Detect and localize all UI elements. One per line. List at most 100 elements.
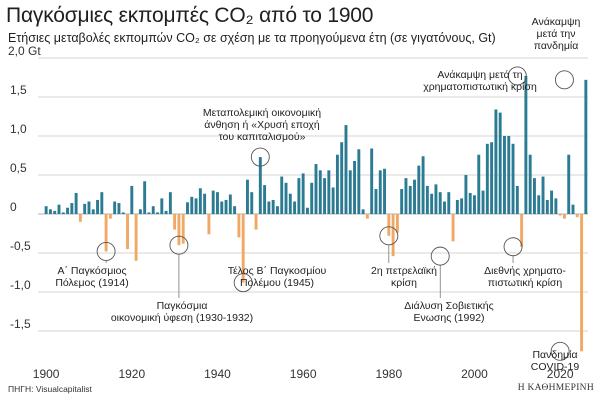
bar-2024 bbox=[575, 214, 579, 218]
bar-2023 bbox=[571, 204, 575, 214]
bar-1911 bbox=[91, 209, 95, 214]
bar-1919 bbox=[126, 214, 129, 250]
bar-2001 bbox=[477, 154, 481, 214]
bar-1952 bbox=[267, 201, 271, 214]
annotation-text: Τέλος Β΄ Παγκοσμίου bbox=[228, 265, 327, 277]
bar-2003 bbox=[485, 143, 489, 214]
bar-1910 bbox=[87, 201, 91, 214]
highlight-circle bbox=[507, 66, 527, 86]
bar-1909 bbox=[83, 203, 87, 214]
source-note: ΠΗΓΗ: Visualcapitalist bbox=[8, 384, 92, 394]
bar-series bbox=[44, 75, 588, 352]
bar-1901 bbox=[48, 209, 52, 214]
y-tick-label: 2,0 Gt bbox=[8, 44, 41, 58]
bar-2019 bbox=[554, 198, 558, 214]
x-tick-label: 1940 bbox=[204, 367, 231, 381]
annotation-text: κρίση bbox=[391, 277, 417, 289]
bar-1967 bbox=[331, 187, 335, 214]
bar-2015 bbox=[537, 195, 541, 214]
bar-1908 bbox=[78, 214, 82, 222]
annotation-text: Πόλεμος (1914) bbox=[55, 277, 128, 289]
bar-1906 bbox=[70, 203, 74, 214]
bar-1994 bbox=[447, 192, 451, 214]
annotation-text: Α΄ Παγκόσμιος bbox=[57, 265, 126, 277]
bar-2026 bbox=[584, 79, 588, 214]
highlight-circle bbox=[233, 273, 253, 293]
bar-1985 bbox=[408, 185, 412, 214]
bar-1924 bbox=[147, 212, 151, 214]
bar-1935 bbox=[194, 198, 198, 214]
bar-1970 bbox=[344, 125, 348, 214]
bar-1913 bbox=[100, 192, 104, 214]
bar-2007 bbox=[503, 136, 506, 214]
bar-2017 bbox=[545, 199, 549, 214]
bar-1955 bbox=[280, 176, 284, 214]
bar-1961 bbox=[305, 207, 309, 214]
bar-2006 bbox=[498, 112, 502, 214]
x-tick-label: 2000 bbox=[461, 367, 488, 381]
highlight-circle bbox=[554, 70, 574, 90]
bar-1946 bbox=[241, 214, 245, 283]
bar-1957 bbox=[288, 193, 292, 214]
bar-1945 bbox=[237, 214, 241, 238]
bar-1999 bbox=[468, 192, 472, 214]
annotation-text: Διάλυση Σοβιετικής bbox=[404, 300, 493, 312]
bar-1922 bbox=[138, 209, 142, 214]
bar-1915 bbox=[108, 214, 112, 219]
bar-1920 bbox=[130, 185, 134, 214]
bar-1905 bbox=[66, 207, 70, 214]
bar-2005 bbox=[494, 109, 498, 214]
bar-1956 bbox=[284, 182, 288, 214]
bar-1958 bbox=[293, 201, 297, 214]
y-tick-label: -1,0 bbox=[10, 278, 31, 292]
bar-1932 bbox=[181, 214, 185, 244]
bar-1933 bbox=[186, 202, 189, 214]
bar-1983 bbox=[400, 189, 404, 214]
x-tick-label: 1900 bbox=[33, 367, 60, 381]
bar-2021 bbox=[562, 214, 566, 219]
y-tick-label: 0,5 bbox=[10, 161, 27, 175]
bar-1954 bbox=[275, 206, 279, 214]
bar-1936 bbox=[198, 188, 202, 214]
bar-1959 bbox=[297, 178, 301, 214]
bar-2008 bbox=[507, 136, 511, 214]
bar-1939 bbox=[211, 190, 215, 214]
bar-1993 bbox=[443, 201, 446, 214]
bar-2000 bbox=[473, 195, 476, 214]
bar-2010 bbox=[515, 185, 519, 214]
bar-1917 bbox=[117, 203, 121, 214]
bar-1997 bbox=[460, 198, 464, 214]
bar-1982 bbox=[395, 214, 399, 233]
bar-1953 bbox=[271, 199, 275, 214]
y-tick-label: -0,5 bbox=[10, 239, 31, 253]
highlight-circle bbox=[250, 147, 270, 167]
bar-2011 bbox=[520, 214, 524, 247]
y-axis-ticks: 2,0 Gt 1,5 1,0 0,5 0 -0,5 -1,0 -1,5 bbox=[8, 44, 41, 331]
x-tick-label: 1980 bbox=[375, 367, 402, 381]
bar-1969 bbox=[340, 142, 344, 214]
highlight-circle bbox=[550, 341, 570, 361]
bar-1907 bbox=[74, 192, 78, 214]
highlight-circle bbox=[430, 246, 450, 266]
bar-1928 bbox=[164, 210, 168, 214]
bar-2002 bbox=[481, 190, 485, 214]
bar-1971 bbox=[348, 170, 352, 214]
annotation-text: Διεθνής χρηματο- bbox=[484, 265, 566, 277]
bar-1930 bbox=[173, 214, 177, 230]
annotation-text: Ανάκαμψη μετά τη bbox=[437, 69, 522, 81]
bar-1938 bbox=[207, 214, 211, 235]
annotation-text: άνθηση ή «Χρυσή εποχή bbox=[204, 119, 320, 131]
annotation-text: του καπιταλισμού» bbox=[219, 131, 306, 143]
bar-1996 bbox=[455, 199, 459, 214]
bar-1990 bbox=[430, 193, 434, 214]
y-tick-label: 1,5 bbox=[10, 83, 27, 97]
bar-1947 bbox=[246, 179, 249, 214]
bar-1923 bbox=[143, 181, 147, 214]
bar-2004 bbox=[490, 142, 494, 214]
bar-1981 bbox=[391, 214, 395, 257]
bar-1960 bbox=[301, 173, 305, 214]
x-tick-label: 1920 bbox=[118, 367, 145, 381]
